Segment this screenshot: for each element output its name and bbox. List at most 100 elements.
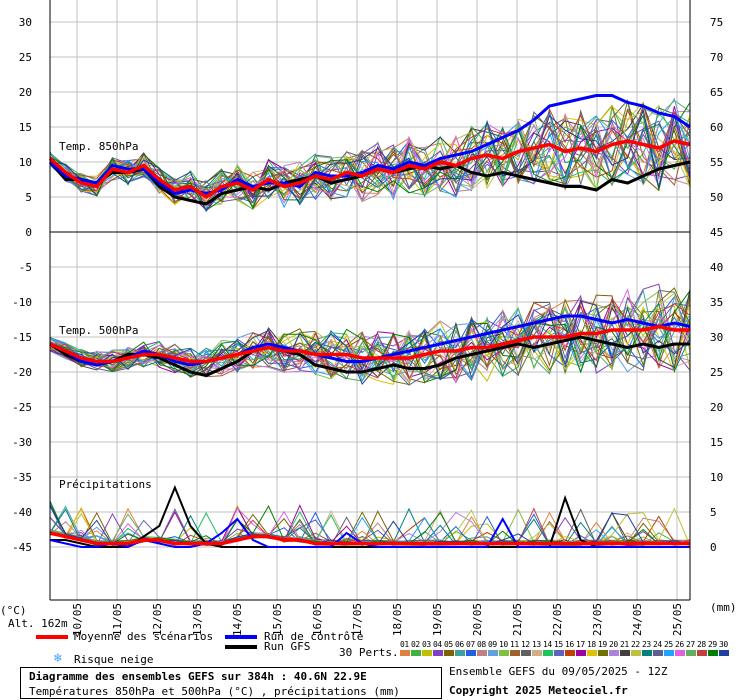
footer-subtitle: Températures 850hPa et 500hPa (°C) , pré… (29, 685, 400, 698)
date-tick-label: 21/05 (511, 603, 524, 636)
perturbation-t850-line (49, 102, 691, 212)
pert-number: 20 (609, 640, 618, 649)
altitude-label: Alt. 162m (8, 617, 68, 630)
date-tick-label: 11/05 (111, 603, 124, 636)
left-tick-label: 25 (19, 51, 32, 64)
gfs-t500-line (49, 335, 690, 378)
pert-number: 08 (477, 640, 486, 649)
date-tick-label: 24/05 (631, 603, 644, 636)
perturbation-t500-line (49, 307, 691, 383)
pert-color-swatch (477, 650, 487, 656)
left-tick-label: 20 (19, 86, 32, 99)
pert-number: 28 (697, 640, 706, 649)
pert-number: 22 (631, 640, 640, 649)
pert-number: 16 (565, 640, 574, 649)
right-tick-label: 20 (710, 401, 723, 414)
left-tick-label: -45 (12, 541, 32, 554)
pert-color-swatch (631, 650, 641, 656)
info-box: Diagramme des ensembles GEFS sur 384h : … (20, 667, 442, 699)
pert-number: 07 (466, 640, 475, 649)
pert-color-swatch (697, 650, 707, 656)
panel-labels: Temp. 850hPa Temp. 500hPa Précipitations (59, 140, 152, 491)
pert-color-swatch (466, 650, 476, 656)
pert-number: 25 (664, 640, 673, 649)
right-tick-label: 55 (710, 156, 723, 169)
pert-color-swatch (565, 650, 575, 656)
right-tick-label: 75 (710, 16, 723, 29)
chart-axes (49, 0, 691, 601)
left-tick-label: -25 (12, 401, 32, 414)
pert-number: 12 (521, 640, 530, 649)
gfs-swatch (225, 645, 257, 649)
pert-number: 29 (708, 640, 717, 649)
footer-title: Diagramme des ensembles GEFS sur 384h : … (29, 670, 367, 683)
date-tick-label: 16/05 (311, 603, 324, 636)
panel-label: Précipitations (59, 478, 152, 491)
pert-number: 02 (411, 640, 420, 649)
control-legend-label: Run de contrôle (264, 630, 364, 643)
pert-number: 10 (499, 640, 508, 649)
right-tick-label: 60 (710, 121, 723, 134)
pert-color-swatch (422, 650, 432, 656)
pert-number: 15 (554, 640, 563, 649)
pert-number: 04 (433, 640, 442, 649)
pert-color-swatch (609, 650, 619, 656)
right-tick-label: 30 (710, 331, 723, 344)
date-tick-label: 25/05 (671, 603, 684, 636)
left-unit-label: (°C) (0, 604, 27, 617)
pert-number: 03 (422, 640, 431, 649)
snowflake-icon: ❄ (54, 651, 62, 666)
right-tick-label: 5 (710, 506, 717, 519)
mean-precip-line (49, 531, 690, 546)
pert-number: 01 (400, 640, 409, 649)
pert-color-swatch (455, 650, 465, 656)
pert-color-swatch (719, 650, 729, 656)
pert-color-swatch (433, 650, 443, 656)
mean-legend-label: Moyenne des scénarios (74, 630, 214, 643)
date-tick-label: 19/05 (431, 603, 444, 636)
pert-color-swatch (620, 650, 630, 656)
right-tick-label: 35 (710, 296, 723, 309)
pert-number: 24 (653, 640, 662, 649)
pert-number: 23 (642, 640, 651, 649)
gfs-precip-line (50, 484, 690, 548)
left-tick-label: 10 (19, 156, 32, 169)
pert-color-swatch (653, 650, 663, 656)
left-tick-label: -30 (12, 436, 32, 449)
right-tick-label: 40 (710, 261, 723, 274)
left-tick-label: -20 (12, 366, 32, 379)
perturbation-t850-line (49, 103, 691, 209)
panel-label: Temp. 500hPa (59, 324, 138, 337)
date-tick-label: 13/05 (191, 603, 204, 636)
pert-color-swatch (576, 650, 586, 656)
date-tick-label: 17/05 (351, 603, 364, 636)
chart-grid (50, 0, 690, 600)
perts-label: 30 Perts. (339, 646, 399, 659)
date-tick-label: 22/05 (551, 603, 564, 636)
pert-color-swatch (554, 650, 564, 656)
pert-color-swatch (675, 650, 685, 656)
pert-color-swatch (664, 650, 674, 656)
run-info: Ensemble GEFS du 09/05/2025 - 12Z (449, 665, 668, 678)
right-tick-label: 50 (710, 191, 723, 204)
right-tick-label: 65 (710, 86, 723, 99)
pert-number: 21 (620, 640, 629, 649)
control-swatch (225, 635, 257, 639)
mean-swatch (36, 635, 68, 639)
left-tick-label: -15 (12, 331, 32, 344)
pert-color-swatch (521, 650, 531, 656)
pert-color-swatch (499, 650, 509, 656)
right-tick-label: 25 (710, 366, 723, 379)
axis-tick-labels: 302520151050-5-10-15-20-25-30-35-40-4575… (12, 16, 723, 636)
pert-number: 11 (510, 640, 519, 649)
date-tick-label: 18/05 (391, 603, 404, 636)
date-tick-label: 23/05 (591, 603, 604, 636)
right-tick-label: 70 (710, 51, 723, 64)
panel-label: Temp. 850hPa (59, 140, 138, 153)
pert-color-swatch (642, 650, 652, 656)
mean-t500-line (49, 324, 690, 364)
snow-legend-label: Risque neige (74, 653, 154, 666)
pert-color-swatch (598, 650, 608, 656)
pert-color-swatch (411, 650, 421, 656)
